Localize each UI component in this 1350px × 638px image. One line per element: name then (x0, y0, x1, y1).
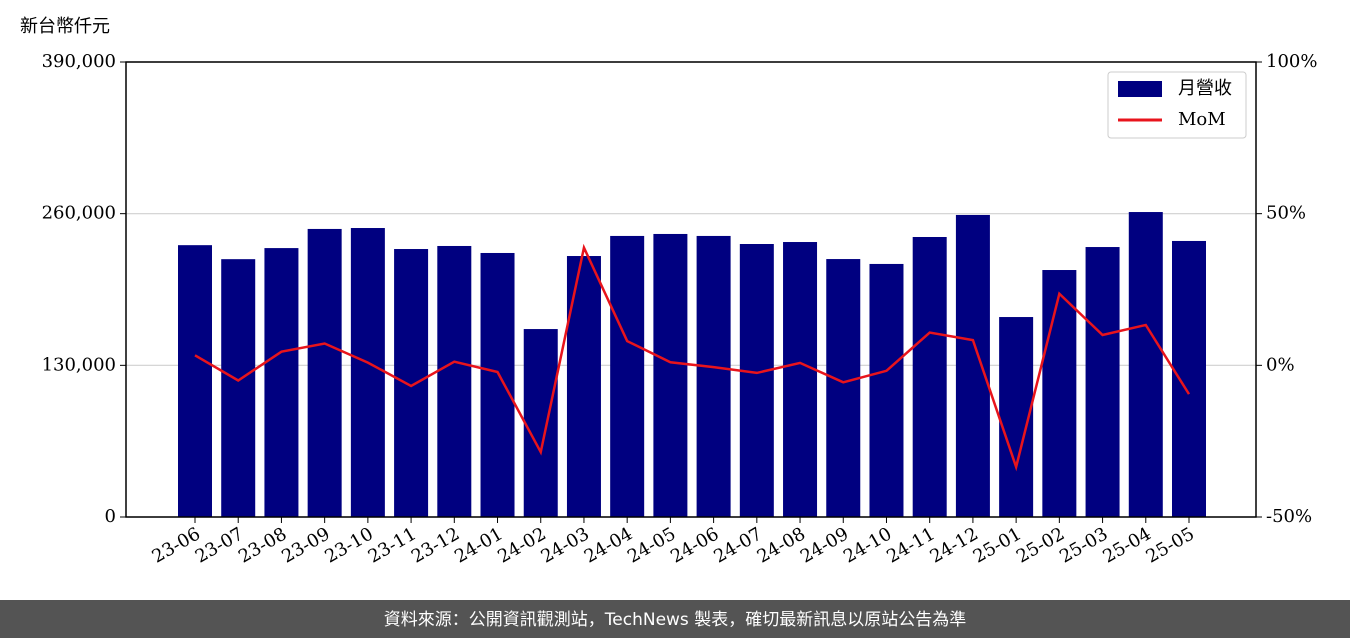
bar (1085, 247, 1120, 518)
y-tick-label: 260,000 (42, 203, 116, 224)
bar (826, 259, 861, 517)
bar (1042, 270, 1077, 517)
x-tick-label: 23-11 (365, 523, 420, 567)
x-tick-label: 24-10 (840, 523, 895, 567)
x-tick-label: 25-02 (1013, 523, 1068, 567)
bar (696, 235, 731, 517)
x-tick-label: 25-01 (970, 523, 1025, 567)
legend-label: MoM (1178, 109, 1226, 130)
bar (307, 228, 342, 517)
y-tick-label: 0 (105, 506, 116, 527)
x-tick-label: 24-11 (883, 523, 938, 567)
footer-bar (0, 600, 1350, 638)
x-tick-label: 24-03 (538, 523, 593, 567)
bar (739, 244, 774, 517)
x-tick-label: 23-06 (149, 523, 204, 567)
bar (869, 263, 904, 517)
bar (783, 242, 818, 517)
x-tick-label: 24-09 (797, 523, 852, 567)
bar (1128, 212, 1163, 518)
plot-frame (125, 61, 1257, 518)
y-axis-unit: 新台幣仟元 (20, 16, 110, 37)
bar (480, 252, 515, 517)
bar (955, 214, 990, 517)
legend-label: 月營收 (1178, 78, 1232, 99)
bar (566, 256, 601, 517)
x-tick-label: 24-05 (624, 523, 679, 567)
line (194, 243, 1191, 472)
x-tick-label: 24-12 (926, 523, 981, 567)
bar (1172, 240, 1206, 517)
bar (610, 235, 645, 517)
y-tick-label: 390,000 (42, 51, 116, 72)
x-tick-label: 23-07 (192, 523, 247, 567)
x-tick-label: 24-01 (451, 523, 506, 567)
y2-tick-label: -50% (1266, 506, 1312, 527)
bar (350, 228, 385, 517)
bar (221, 259, 256, 517)
x-tick-label: 23-10 (321, 523, 376, 567)
x-tick-label: 24-02 (494, 523, 549, 567)
x-tick-label: 25-04 (1099, 523, 1154, 567)
x-tick-label: 25-03 (1056, 523, 1111, 567)
x-tick-label: 24-07 (710, 523, 765, 567)
bar (653, 233, 688, 517)
y-tick-label: 130,000 (42, 354, 116, 375)
y2-tick-label: 50% (1266, 203, 1306, 224)
x-tick-label: 25-05 (1143, 523, 1198, 567)
x-tick-label: 24-06 (667, 523, 722, 567)
bar (178, 245, 212, 517)
legend-swatch (1118, 81, 1162, 97)
legend: 月營收 MoM (1107, 71, 1247, 139)
footer-source: 資料來源：公開資訊觀測站，TechNews 製表，確切最新訊息以原站公告為準 (384, 610, 966, 630)
y2-tick-label: 100% (1266, 51, 1317, 72)
x-tick-label: 24-08 (754, 523, 809, 567)
x-tick-label: 23-08 (235, 523, 290, 567)
bar (394, 249, 429, 517)
bar (437, 245, 472, 517)
bar (264, 248, 299, 518)
x-tick-label: 23-09 (278, 523, 333, 567)
x-tick-label: 24-04 (581, 523, 636, 567)
bar (912, 237, 947, 517)
y2-tick-label: 0% (1266, 354, 1295, 375)
bar (523, 329, 558, 517)
x-tick-label: 23-12 (408, 523, 463, 567)
